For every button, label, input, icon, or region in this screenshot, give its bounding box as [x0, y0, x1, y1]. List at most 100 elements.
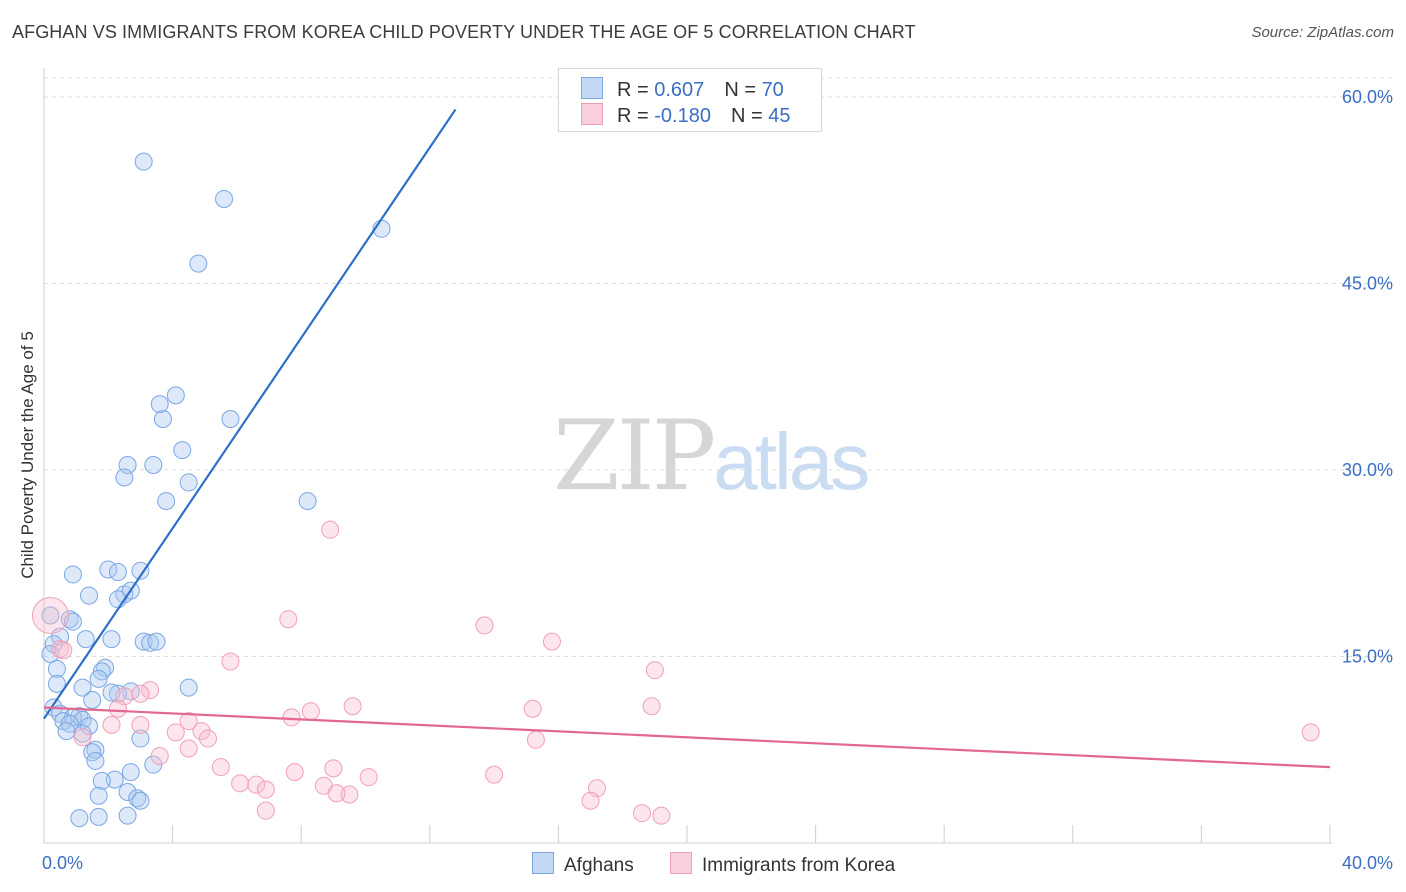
- korea-point-18: [102, 715, 121, 734]
- korea-point-19: [131, 715, 150, 734]
- afghans-point-17: [63, 565, 82, 584]
- korea-point-0: [31, 596, 69, 634]
- y-tick-label-1: 30.0%: [1342, 460, 1393, 480]
- korea-point-3: [279, 610, 298, 629]
- korea-point-24: [150, 746, 169, 765]
- korea-point-31: [247, 775, 266, 794]
- korea-r-label: R =: [617, 105, 655, 127]
- bottom-legend-korea: Immigrants from Korea: [670, 852, 895, 877]
- korea-point-17: [192, 722, 211, 741]
- korea-point-27: [211, 758, 230, 777]
- chart-title: AFGHAN VS IMMIGRANTS FROM KOREA CHILD PO…: [12, 22, 916, 42]
- watermark-zip: ZIP: [553, 400, 716, 512]
- korea-swatch: [581, 103, 603, 125]
- afghans-point-58: [86, 751, 105, 770]
- afghans-point-65: [128, 789, 147, 808]
- korea-n-value: 45: [768, 105, 791, 127]
- korea-point-39: [256, 801, 275, 820]
- afghans-point-37: [89, 669, 108, 688]
- afghans-point-38: [47, 674, 66, 693]
- afghans-point-7: [150, 395, 169, 414]
- afghans-point-14: [298, 492, 317, 511]
- afghans-point-42: [83, 691, 102, 710]
- afghans-legend-swatch: [532, 852, 554, 874]
- afghans-point-52: [80, 717, 99, 736]
- korea-point-37: [327, 784, 346, 803]
- y-tick-label-2: 45.0%: [1342, 274, 1393, 294]
- afghans-swatch: [581, 77, 603, 99]
- afghans-point-21: [80, 586, 99, 605]
- korea-point-20: [166, 723, 185, 742]
- afghans-point-40: [179, 678, 198, 697]
- afghans-point-55: [131, 729, 150, 748]
- source-credit: Source: ZipAtlas.com: [1251, 24, 1394, 41]
- korea-point-15: [282, 708, 301, 727]
- y-axis-label: Child Poverty Under the Age of 5: [18, 331, 37, 579]
- korea-point-29: [359, 768, 378, 787]
- korea-point-30: [231, 774, 250, 793]
- afghans-point-53: [57, 722, 76, 741]
- legend-row-korea: R = -0.180 N = 45: [581, 103, 790, 127]
- korea-legend-swatch: [670, 852, 692, 874]
- korea-point-43: [324, 759, 343, 778]
- korea-point-8: [141, 681, 160, 700]
- korea-point-25: [526, 730, 545, 749]
- afghans-point-8: [173, 441, 192, 460]
- legend-row-afghans: R = 0.607 N = 70: [581, 77, 784, 101]
- afghans-legend-label: Afghans: [564, 855, 634, 876]
- afghans-point-63: [118, 783, 137, 802]
- korea-point-21: [198, 729, 217, 748]
- afghans-n-value: 70: [761, 79, 784, 101]
- korea-point-33: [485, 765, 504, 784]
- afghans-point-31: [147, 632, 166, 651]
- korea-point-2: [321, 520, 340, 539]
- bottom-legend-afghans: Afghans: [532, 852, 634, 877]
- watermark-atlas: atlas: [713, 417, 870, 506]
- korea-point-22: [73, 728, 92, 747]
- korea-point-10: [108, 699, 127, 718]
- afghans-point-9: [144, 456, 163, 475]
- afghans-point-69: [70, 809, 89, 828]
- korea-point-5: [542, 632, 561, 651]
- korea-point-41: [652, 806, 671, 825]
- korea-point-7: [645, 661, 664, 680]
- afghans-point-67: [118, 806, 137, 825]
- korea-point-28: [285, 763, 304, 782]
- afghans-point-54: [73, 724, 92, 743]
- korea-point-44: [131, 684, 150, 703]
- afghans-point-24: [60, 610, 79, 629]
- korea-point-40: [632, 804, 651, 823]
- afghans-r-value: 0.607: [654, 79, 705, 101]
- korea-r-value: -0.180: [654, 105, 711, 127]
- afghans-point-27: [76, 630, 95, 649]
- korea-point-23: [179, 739, 198, 758]
- afghans-point-13: [157, 492, 176, 511]
- korea-point-11: [301, 702, 320, 721]
- afghans-point-34: [47, 659, 66, 678]
- korea-point-36: [256, 780, 275, 799]
- x-tick-label-1: 40.0%: [1342, 853, 1393, 873]
- afghans-point-60: [121, 763, 140, 782]
- afghans-point-0: [134, 152, 153, 171]
- afghans-point-11: [115, 468, 134, 487]
- afghans-point-4: [166, 386, 185, 405]
- afghans-point-28: [102, 630, 121, 649]
- korea-legend-label: Immigrants from Korea: [702, 855, 896, 876]
- afghans-point-64: [89, 786, 108, 805]
- korea-point-12: [343, 697, 362, 716]
- afghans-point-23: [41, 606, 60, 625]
- afghans-point-1: [215, 189, 234, 208]
- afghans-point-2: [189, 254, 208, 273]
- korea-point-34: [340, 785, 359, 804]
- y-tick-label-3: 60.0%: [1342, 87, 1393, 107]
- afghans-trend-line: [43, 108, 457, 720]
- korea-point-42: [54, 641, 73, 660]
- afghans-point-61: [105, 770, 124, 789]
- korea-n-label: N =: [730, 105, 769, 127]
- korea-point-6: [221, 652, 240, 671]
- korea-point-13: [523, 699, 542, 718]
- watermark: ZIPatlas: [553, 400, 870, 512]
- x-tick-label-0: 0.0%: [42, 853, 83, 873]
- korea-point-26: [1301, 723, 1320, 742]
